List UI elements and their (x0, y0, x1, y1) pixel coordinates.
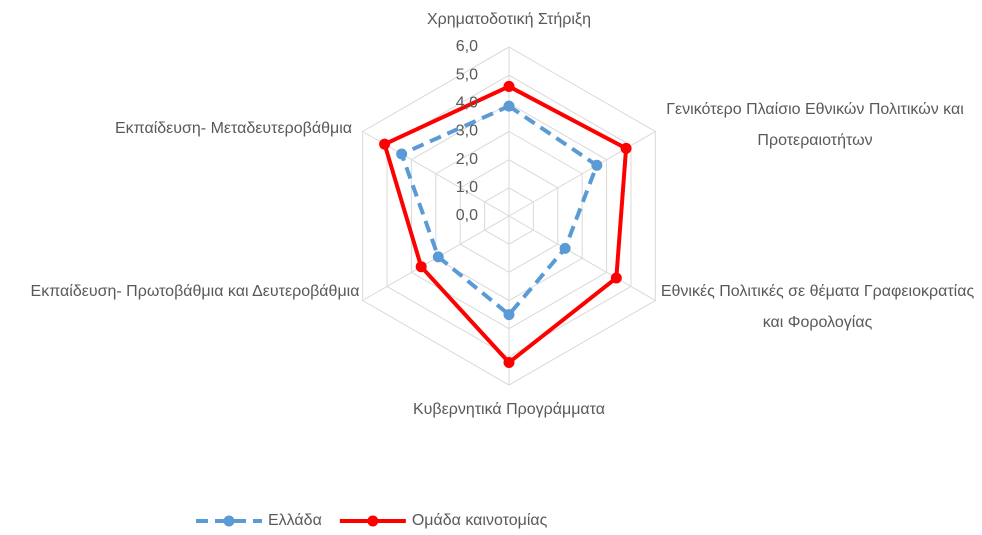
axis-tick-label: 6,0 (456, 38, 478, 55)
series-marker (379, 138, 391, 150)
series-marker (503, 80, 515, 92)
legend-marker (223, 515, 235, 527)
axis-tick-label: 2,0 (456, 151, 478, 168)
axis-tick-label: 5,0 (456, 66, 478, 83)
spoke (508, 131, 656, 217)
category-label: Εκπαίδευση- Μεταδευτεροβάθμια (114, 120, 352, 137)
axis-tick-label: 4,0 (456, 95, 478, 112)
series-marker (610, 272, 622, 284)
series-marker (559, 242, 571, 254)
series-marker (503, 309, 515, 321)
category-label: Κυβερνητικά Προγράμματα (412, 401, 606, 418)
series-marker (503, 100, 515, 112)
category-label: Εκπαίδευση- Πρωτοβάθμια και Δευτεροβάθμι… (30, 283, 360, 300)
category-label: Χρηματοδοτική Στήριξη (427, 11, 591, 28)
category-label: Εθνικές Πολιτικές σε θέματα Γραφειοκρατί… (660, 283, 975, 331)
series-marker (591, 159, 603, 171)
series-marker (503, 356, 515, 368)
series-marker (620, 142, 632, 154)
axis-tick-label: 1,0 (456, 179, 478, 196)
axis-tick-label: 3,0 (456, 123, 478, 140)
axis-tick-label: 0,0 (456, 207, 478, 224)
legend-label: Ελλάδα (268, 512, 322, 529)
series-marker (396, 148, 408, 160)
spoke (508, 215, 656, 301)
legend-marker (367, 515, 379, 527)
series-line (382, 84, 629, 365)
series-marker (432, 251, 444, 263)
series-marker (415, 261, 427, 273)
category-label: Γενικότερο Πλαίσιο Εθνικών Πολιτικών και… (666, 101, 964, 149)
legend-label: Ομάδα καινοτομίας (412, 512, 548, 529)
